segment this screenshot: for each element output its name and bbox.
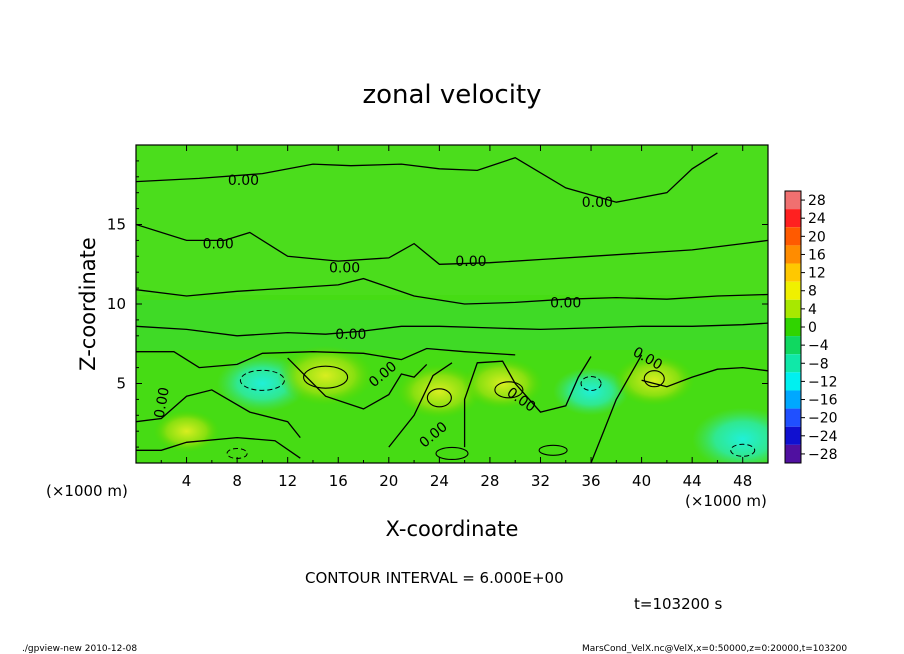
contour-line-positive [538,444,568,456]
x-tick-label: 24 [430,472,449,490]
colorbar-label: 4 [808,302,817,318]
contour-line [136,389,301,439]
x-tick-label: 40 [632,472,651,490]
contour-line [136,277,768,305]
colorbar-label: −28 [808,447,838,463]
colorbar-label: −12 [808,374,838,390]
colorbar-label: −8 [808,356,829,372]
contour-label: 0.00 [455,254,486,270]
x-tick-label: 36 [581,472,600,490]
x-tick-label: 16 [329,472,348,490]
colorbar-swatch [785,336,801,355]
colorbar-swatch [785,317,801,337]
colorbar-swatch [785,209,801,228]
contour-line [136,436,301,459]
y-tick-label: 15 [107,216,126,234]
colorbar-swatch [785,408,801,427]
colorbar-swatch [785,426,801,445]
colorbar-label: −24 [808,429,838,445]
x-tick-label: 4 [182,472,192,490]
contour-line-negative [580,376,602,391]
x-tick-label: 28 [480,472,499,490]
contour-line-negative [239,369,285,391]
field-blob [153,410,220,453]
x-tick-label: 48 [733,472,752,490]
field-blob [462,358,544,409]
contour-line [287,357,428,410]
contour-line [463,356,592,448]
y-tick-label: 10 [107,295,126,313]
colorbar-label: 24 [808,211,826,227]
x-axis-label: X-coordinate [386,517,519,541]
contour-line [641,366,768,388]
colorbar-swatch [785,390,801,409]
contour-line [136,347,516,369]
colorbar-label: −20 [808,411,838,427]
heatmap-field [136,145,768,463]
contour-line [590,354,643,463]
field-blob [277,345,374,406]
y-axis-label: Z-coordinate [76,237,100,371]
x-axis-unit: (×1000 m) [685,492,767,510]
colorbar-label: 20 [808,229,826,245]
contour-label: 0.00 [335,327,366,343]
x-tick-label: 32 [531,472,550,490]
time-label: t=103200 s [634,595,722,613]
contour-label: 0.00 [329,260,360,276]
colorbar-swatch [785,263,801,282]
x-tick-label: 8 [232,472,242,490]
field-blob [396,364,483,419]
contour-label: 0.00 [582,195,613,211]
colorbar-label: 28 [808,193,826,209]
chart-title: zonal velocity [362,80,541,110]
contour-line-positive [303,365,349,389]
contour-line [136,223,768,265]
colorbar-swatch [785,354,801,373]
colorbar-label: −4 [808,338,829,354]
colorbar-label: −16 [808,393,838,409]
x-tick-label: 20 [379,472,398,490]
colorbar-label: 12 [808,266,826,282]
contour-label: 0.00 [550,295,581,311]
contour-label: 0.00 [228,173,259,189]
x-tick-label: 12 [278,472,297,490]
footer-left: ./gpview-new 2010-12-08 [22,644,137,654]
contour-line-positive [494,381,524,399]
contour-line-positive [426,388,452,408]
contour-label: 0.00 [152,386,173,419]
colorbar-swatch [785,227,801,246]
field-blob [692,407,768,463]
field-blob [553,367,630,416]
footer-right: MarsCond_VelX.nc@VelX,x=0:50000,z=0:2000… [582,644,847,654]
colorbar: 28 24 20 16 12 8 4 0 −4 −8 −12 −16 −20 −24 −28 [784,190,838,464]
contour-line-positive [643,370,665,388]
colorbar-swatch [785,372,801,391]
contour-label: 0.00 [203,237,234,253]
colorbar-swatch [785,245,801,264]
x-tick-label: 44 [683,472,702,490]
contour-interval-text: CONTOUR INTERVAL = 6.000E+00 [305,569,564,587]
colorbar-swatch [785,281,801,300]
colorbar-swatch [785,191,801,210]
contour-line [136,152,718,203]
colorbar-label: 16 [808,247,826,263]
colorbar-label: 8 [808,284,817,300]
colorbar-swatch [785,444,801,463]
colorbar-label: 0 [808,320,817,336]
contour-line-negative [730,443,756,457]
y-axis-unit: (×1000 m) [46,482,128,500]
contour-line [388,362,453,448]
contour-line [136,322,768,337]
colorbar-swatch [785,299,801,318]
y-tick-label: 5 [116,375,126,393]
contour-line-positive [435,446,469,461]
